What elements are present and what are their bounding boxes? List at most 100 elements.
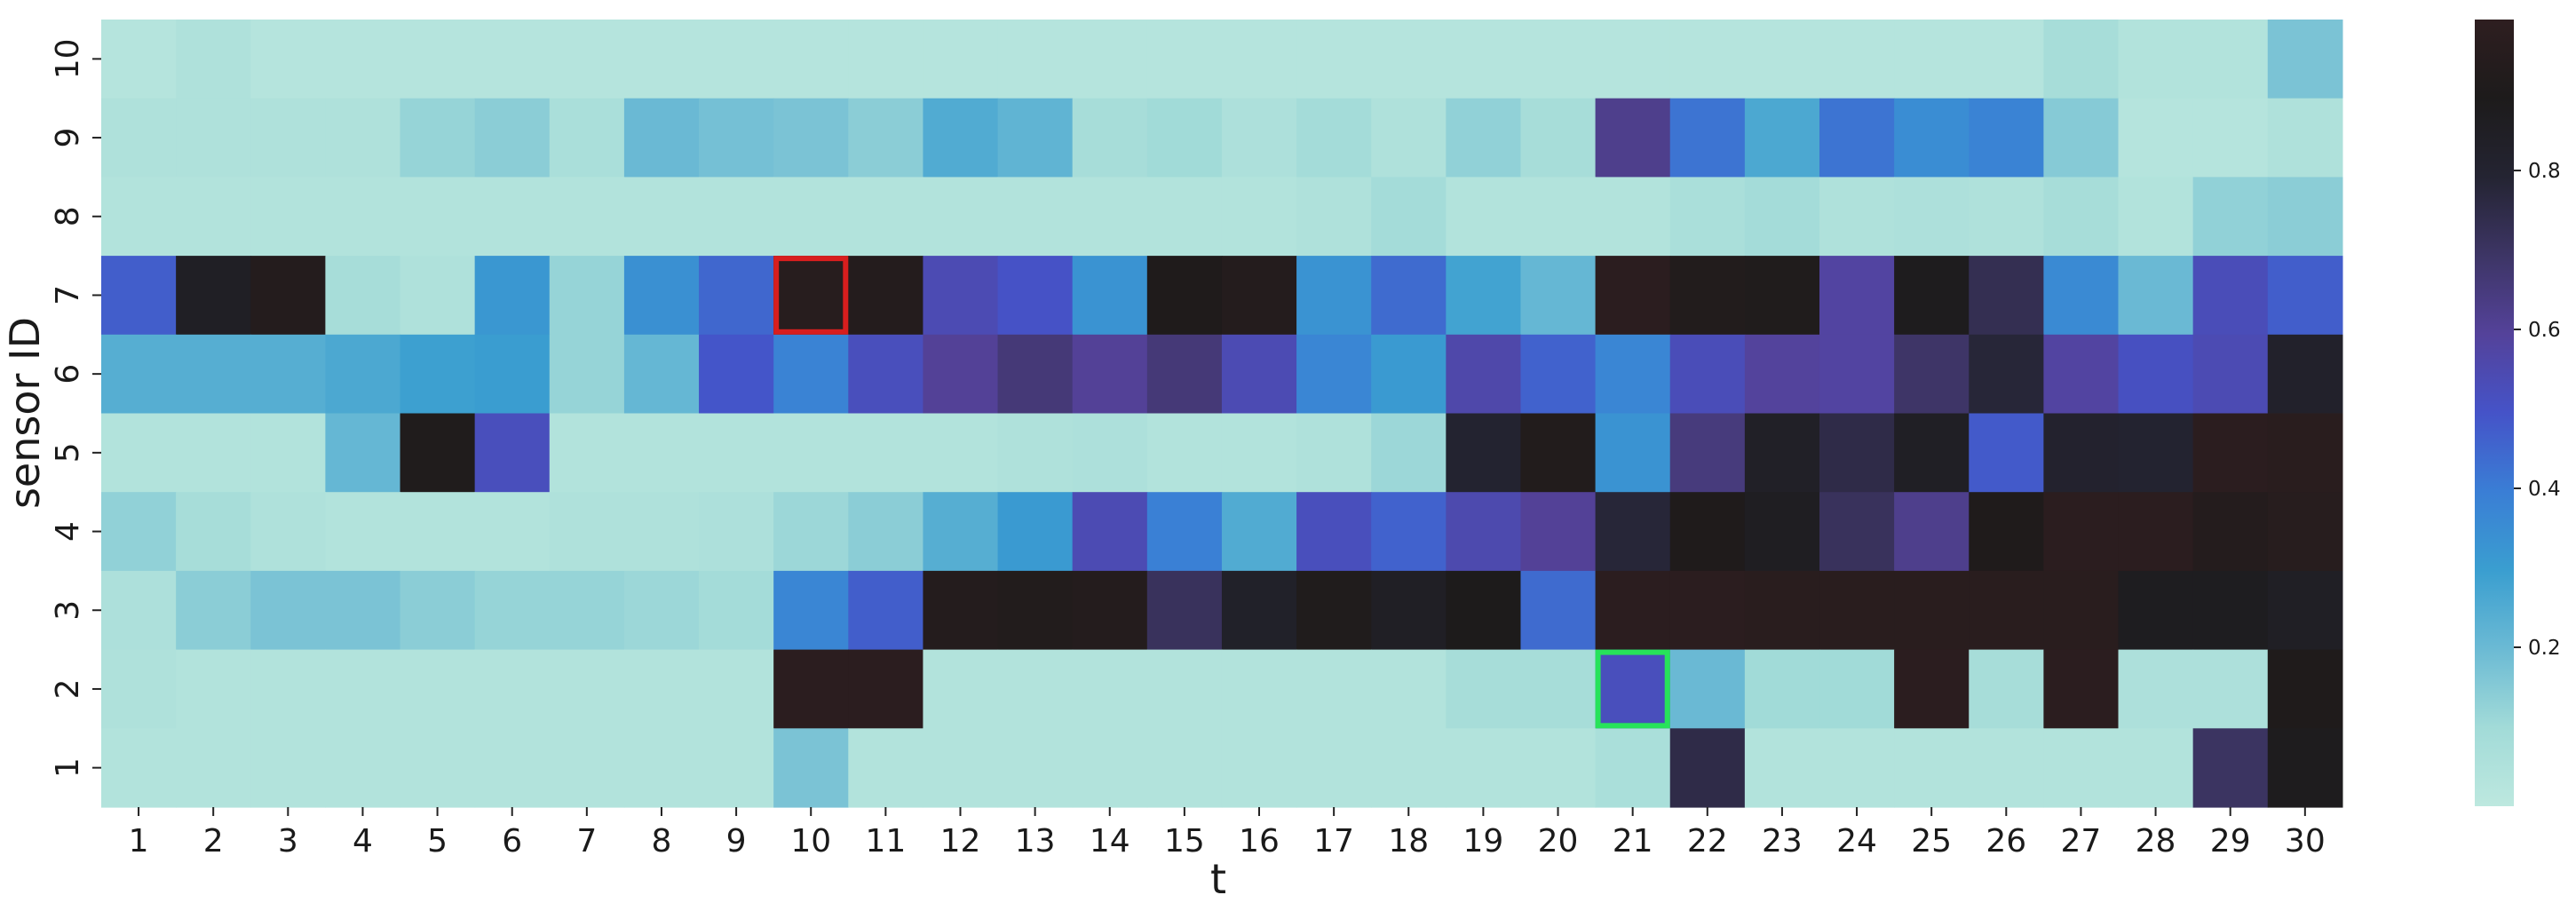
heatmap-cell: [1744, 98, 1820, 178]
heatmap-cell: [1371, 256, 1447, 336]
x-tick-label: 14: [1090, 823, 1130, 860]
heatmap-cell: [1744, 334, 1820, 415]
heatmap-cell: [2118, 334, 2194, 415]
heatmap-cell: [2192, 177, 2269, 257]
highlight-box: [773, 256, 849, 335]
heatmap-cell: [325, 413, 401, 493]
heatmap-cell: [997, 20, 1074, 99]
heatmap-cell: [1221, 20, 1297, 99]
heatmap-cell: [176, 98, 251, 178]
heatmap-cell: [1669, 492, 1746, 572]
heatmap-cell: [699, 728, 774, 808]
heatmap-cell: [1819, 334, 1895, 415]
heatmap-cell: [1669, 177, 1746, 257]
x-tick-label: 5: [427, 823, 448, 860]
x-tick-label: 23: [1762, 823, 1803, 860]
heatmap-cell: [1819, 98, 1895, 178]
x-tick-label: 21: [1613, 823, 1653, 860]
heatmap-cell: [623, 413, 700, 493]
heatmap-cell: [1520, 20, 1597, 99]
colorbar-gradient: [2475, 20, 2514, 806]
heatmap-cell: [997, 413, 1074, 493]
heatmap-cell: [2118, 492, 2194, 572]
heatmap-cell: [1296, 256, 1372, 336]
heatmap-cell: [2043, 98, 2120, 178]
heatmap-cell: [1072, 98, 1148, 178]
heatmap-cell: [923, 570, 999, 651]
heatmap-cell: [623, 256, 700, 336]
heatmap-cell: [1894, 570, 1970, 651]
heatmap-cell: [1595, 256, 1671, 336]
heatmap-cell: [1819, 570, 1895, 651]
heatmap-cell: [2043, 570, 2120, 651]
heatmap-cell: [250, 256, 326, 336]
heatmap-cell: [1146, 98, 1223, 178]
heatmap-cell: [2118, 177, 2194, 257]
heatmap-cell: [2192, 570, 2269, 651]
heatmap-cell: [1446, 570, 1522, 651]
heatmap-cell: [1894, 413, 1970, 493]
heatmap-cell: [1595, 177, 1671, 257]
heatmap-cell: [1146, 413, 1223, 493]
y-tick-label: 1: [50, 757, 86, 778]
heatmap-cell: [2118, 98, 2194, 178]
heatmap-cell: [400, 492, 476, 572]
heatmap-cell: [400, 256, 476, 336]
y-axis-ticks: 10 9 8 7 6 5 4 3 2 1: [50, 38, 101, 778]
heatmap-cell: [2043, 334, 2120, 415]
heatmap-cell: [1819, 413, 1895, 493]
heatmap-cell: [1744, 256, 1820, 336]
colorbar-tick-label: 0.4: [2528, 478, 2561, 501]
heatmap-cell: [1595, 98, 1671, 178]
heatmap-cell: [699, 98, 774, 178]
heatmap-cell: [1146, 177, 1223, 257]
heatmap-cell: [848, 334, 924, 415]
heatmap-cell: [623, 334, 700, 415]
heatmap-cell: [773, 649, 849, 729]
heatmap-cell: [325, 649, 401, 729]
heatmap-cell: [101, 649, 177, 729]
heatmap-cell: [923, 98, 999, 178]
heatmap-cell: [1371, 334, 1447, 415]
heatmap-cell: [474, 98, 551, 178]
heatmap-cell: [1072, 256, 1148, 336]
heatmap-cell: [250, 177, 326, 257]
heatmap-cell: [325, 177, 401, 257]
x-tick-label: 7: [576, 823, 597, 860]
heatmap-cell: [400, 413, 476, 493]
heatmap-cell: [2192, 728, 2269, 808]
heatmap-cell: [549, 570, 625, 651]
heatmap-cell: [848, 649, 924, 729]
heatmap-cell: [549, 492, 625, 572]
x-tick-label: 19: [1462, 823, 1503, 860]
heatmap-cell: [1296, 334, 1372, 415]
heatmap-cell: [1520, 492, 1597, 572]
x-tick-label: 13: [1015, 823, 1056, 860]
heatmap-cell: [176, 334, 251, 415]
heatmap-cell: [400, 570, 476, 651]
heatmap-cell: [1221, 334, 1297, 415]
heatmap-cell: [2267, 570, 2343, 651]
heatmap-cell: [1446, 20, 1522, 99]
heatmap-cell: [1894, 98, 1970, 178]
heatmap-cell: [549, 728, 625, 808]
heatmap-cell: [2267, 649, 2343, 729]
heatmap-cell: [1819, 177, 1895, 257]
y-tick-label: 5: [50, 442, 86, 463]
heatmap-cell: [997, 256, 1074, 336]
heatmap-cell: [2043, 256, 2120, 336]
heatmap-cell: [1371, 649, 1447, 729]
heatmap-cell: [1446, 413, 1522, 493]
heatmap-cell: [1072, 492, 1148, 572]
heatmap-cell: [1072, 413, 1148, 493]
y-tick-label: 6: [50, 364, 86, 384]
heatmap-cell: [1446, 256, 1522, 336]
heatmap-cell: [1371, 492, 1447, 572]
heatmap-cell: [549, 334, 625, 415]
heatmap-cell: [325, 256, 401, 336]
heatmap-cell: [101, 728, 177, 808]
heatmap-cell: [1221, 98, 1297, 178]
heatmap-cell: [1520, 98, 1597, 178]
heatmap-cell: [1520, 649, 1597, 729]
heatmap-cell: [997, 492, 1074, 572]
